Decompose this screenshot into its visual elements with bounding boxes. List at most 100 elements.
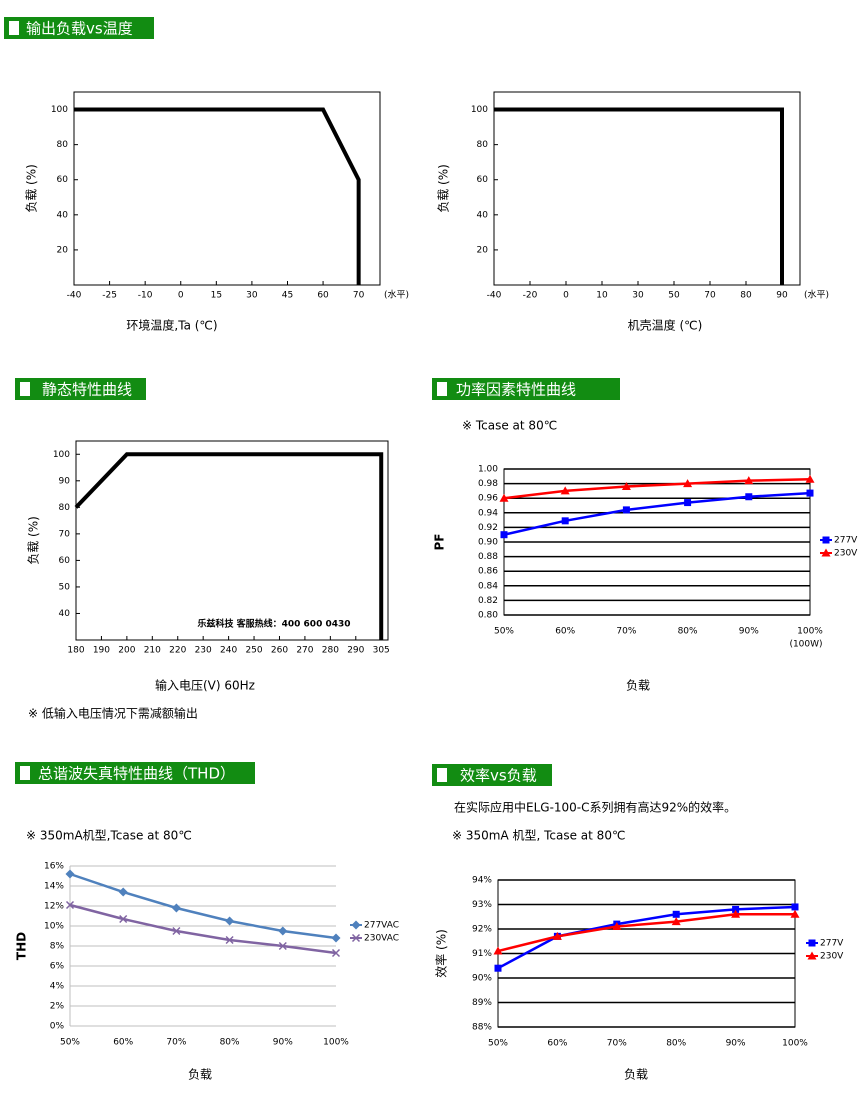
heading-bar: [4, 17, 154, 39]
load-curve: [74, 107, 361, 285]
marker: [494, 964, 502, 972]
x-note: (100W): [789, 640, 822, 650]
x-tick-label: 220: [169, 646, 186, 656]
y-tick-label: 0.86: [478, 567, 498, 577]
x-tick-label: -25: [102, 291, 117, 301]
marker: [622, 506, 630, 514]
heading-icon: [437, 768, 447, 782]
heading-icon: [20, 382, 30, 396]
y-tick-label: 80: [59, 503, 71, 513]
marker: [331, 933, 341, 943]
heading-bar: [15, 378, 146, 400]
x-tick-label: 260: [271, 646, 288, 656]
load-curve: [74, 452, 384, 640]
x-tick-label: 90%: [739, 627, 759, 637]
x-tick-label: -20: [523, 291, 538, 301]
heading-text: 效率vs负载: [460, 767, 537, 785]
x-tick-label: -40: [487, 291, 502, 301]
x-unit: (水平): [804, 289, 829, 301]
marker: [561, 517, 569, 525]
heading: 效率vs负载: [432, 764, 552, 786]
marker: [805, 474, 815, 483]
plot-border: [73, 91, 381, 286]
y-tick-label: 60: [477, 175, 489, 185]
x-tick-label: 90%: [726, 1039, 746, 1049]
y-axis-title: 负载 (%): [437, 164, 451, 213]
marker: [684, 499, 692, 507]
legend-label: 277VAC: [364, 921, 399, 931]
legend-marker: [821, 548, 831, 557]
heading-icon: [9, 21, 19, 35]
y-tick-label: 40: [57, 210, 69, 220]
marker: [499, 493, 509, 502]
series-line: [503, 477, 811, 500]
heading-text: 输出负载vs温度: [26, 20, 133, 38]
y-tick-label: 50: [59, 582, 71, 592]
x-tick-label: 190: [93, 646, 110, 656]
marker: [119, 914, 128, 924]
y-tick-label: 88%: [472, 1023, 492, 1033]
x-tick-label: 70%: [616, 627, 636, 637]
marker: [278, 941, 287, 951]
marker: [731, 909, 741, 918]
x-tick-label: 70: [353, 291, 365, 301]
marker: [65, 869, 75, 879]
y-tick-label: 0.80: [478, 611, 498, 621]
marker: [621, 482, 631, 491]
marker: [500, 531, 508, 539]
y-tick-label: 92%: [472, 925, 492, 935]
subtitle: ※ Tcase at 80℃: [462, 419, 557, 433]
y-axis-title: 负载 (%): [25, 164, 39, 213]
x-tick-label: 90: [776, 291, 788, 301]
plot-border: [503, 468, 811, 616]
marker: [493, 946, 503, 955]
y-tick-label: 8%: [50, 942, 65, 952]
x-tick-label: 60: [317, 291, 329, 301]
y-axis-title: THD: [15, 932, 29, 960]
x-tick-label: 70%: [607, 1039, 627, 1049]
y-tick-label: 91%: [472, 949, 492, 959]
marker: [560, 486, 570, 495]
y-tick-label: 2%: [50, 1002, 65, 1012]
x-unit: (水平): [384, 289, 409, 301]
x-tick-label: 50%: [494, 627, 514, 637]
y-tick-label: 100: [53, 450, 70, 460]
y-tick-label: 0.94: [478, 508, 498, 518]
legend-marker: [351, 933, 361, 943]
x-tick-label: 0: [563, 291, 569, 301]
x-axis-title: 输入电压(V) 60Hz: [155, 678, 255, 693]
heading: 静态特性曲线: [15, 378, 146, 400]
y-axis-title: PF: [433, 534, 447, 551]
x-tick-label: 50%: [488, 1039, 508, 1049]
y-tick-label: 40: [477, 210, 489, 220]
marker: [171, 903, 181, 913]
heading-icon: [20, 766, 30, 780]
marker: [732, 905, 740, 913]
y-tick-label: 4%: [50, 982, 65, 992]
x-tick-label: 180: [67, 646, 84, 656]
x-tick-label: 270: [296, 646, 313, 656]
marker: [65, 900, 75, 910]
y-tick-label: 20: [477, 245, 489, 255]
legend-marker: [822, 536, 830, 544]
load-curve: [494, 107, 784, 285]
x-tick-label: 50%: [60, 1038, 80, 1048]
annotation: 乐兹科技 客服热线：400 600 0430: [197, 618, 350, 630]
x-tick-label: -40: [67, 291, 82, 301]
x-tick-label: 80%: [666, 1039, 686, 1049]
series-line: [497, 905, 796, 970]
x-tick-label: 250: [245, 646, 262, 656]
y-tick-label: 10%: [44, 922, 64, 932]
marker: [791, 903, 799, 911]
heading-icon: [437, 382, 447, 396]
plot-border: [75, 440, 389, 641]
legend-label: 230VAC: [364, 934, 399, 944]
x-tick-label: 60%: [113, 1038, 133, 1048]
y-tick-label: 80: [57, 140, 69, 150]
y-tick-label: 94%: [472, 876, 492, 886]
legend-marker: [808, 939, 816, 947]
legend-label: 230V: [834, 549, 858, 559]
y-tick-label: 89%: [472, 998, 492, 1008]
x-tick-label: 280: [322, 646, 339, 656]
